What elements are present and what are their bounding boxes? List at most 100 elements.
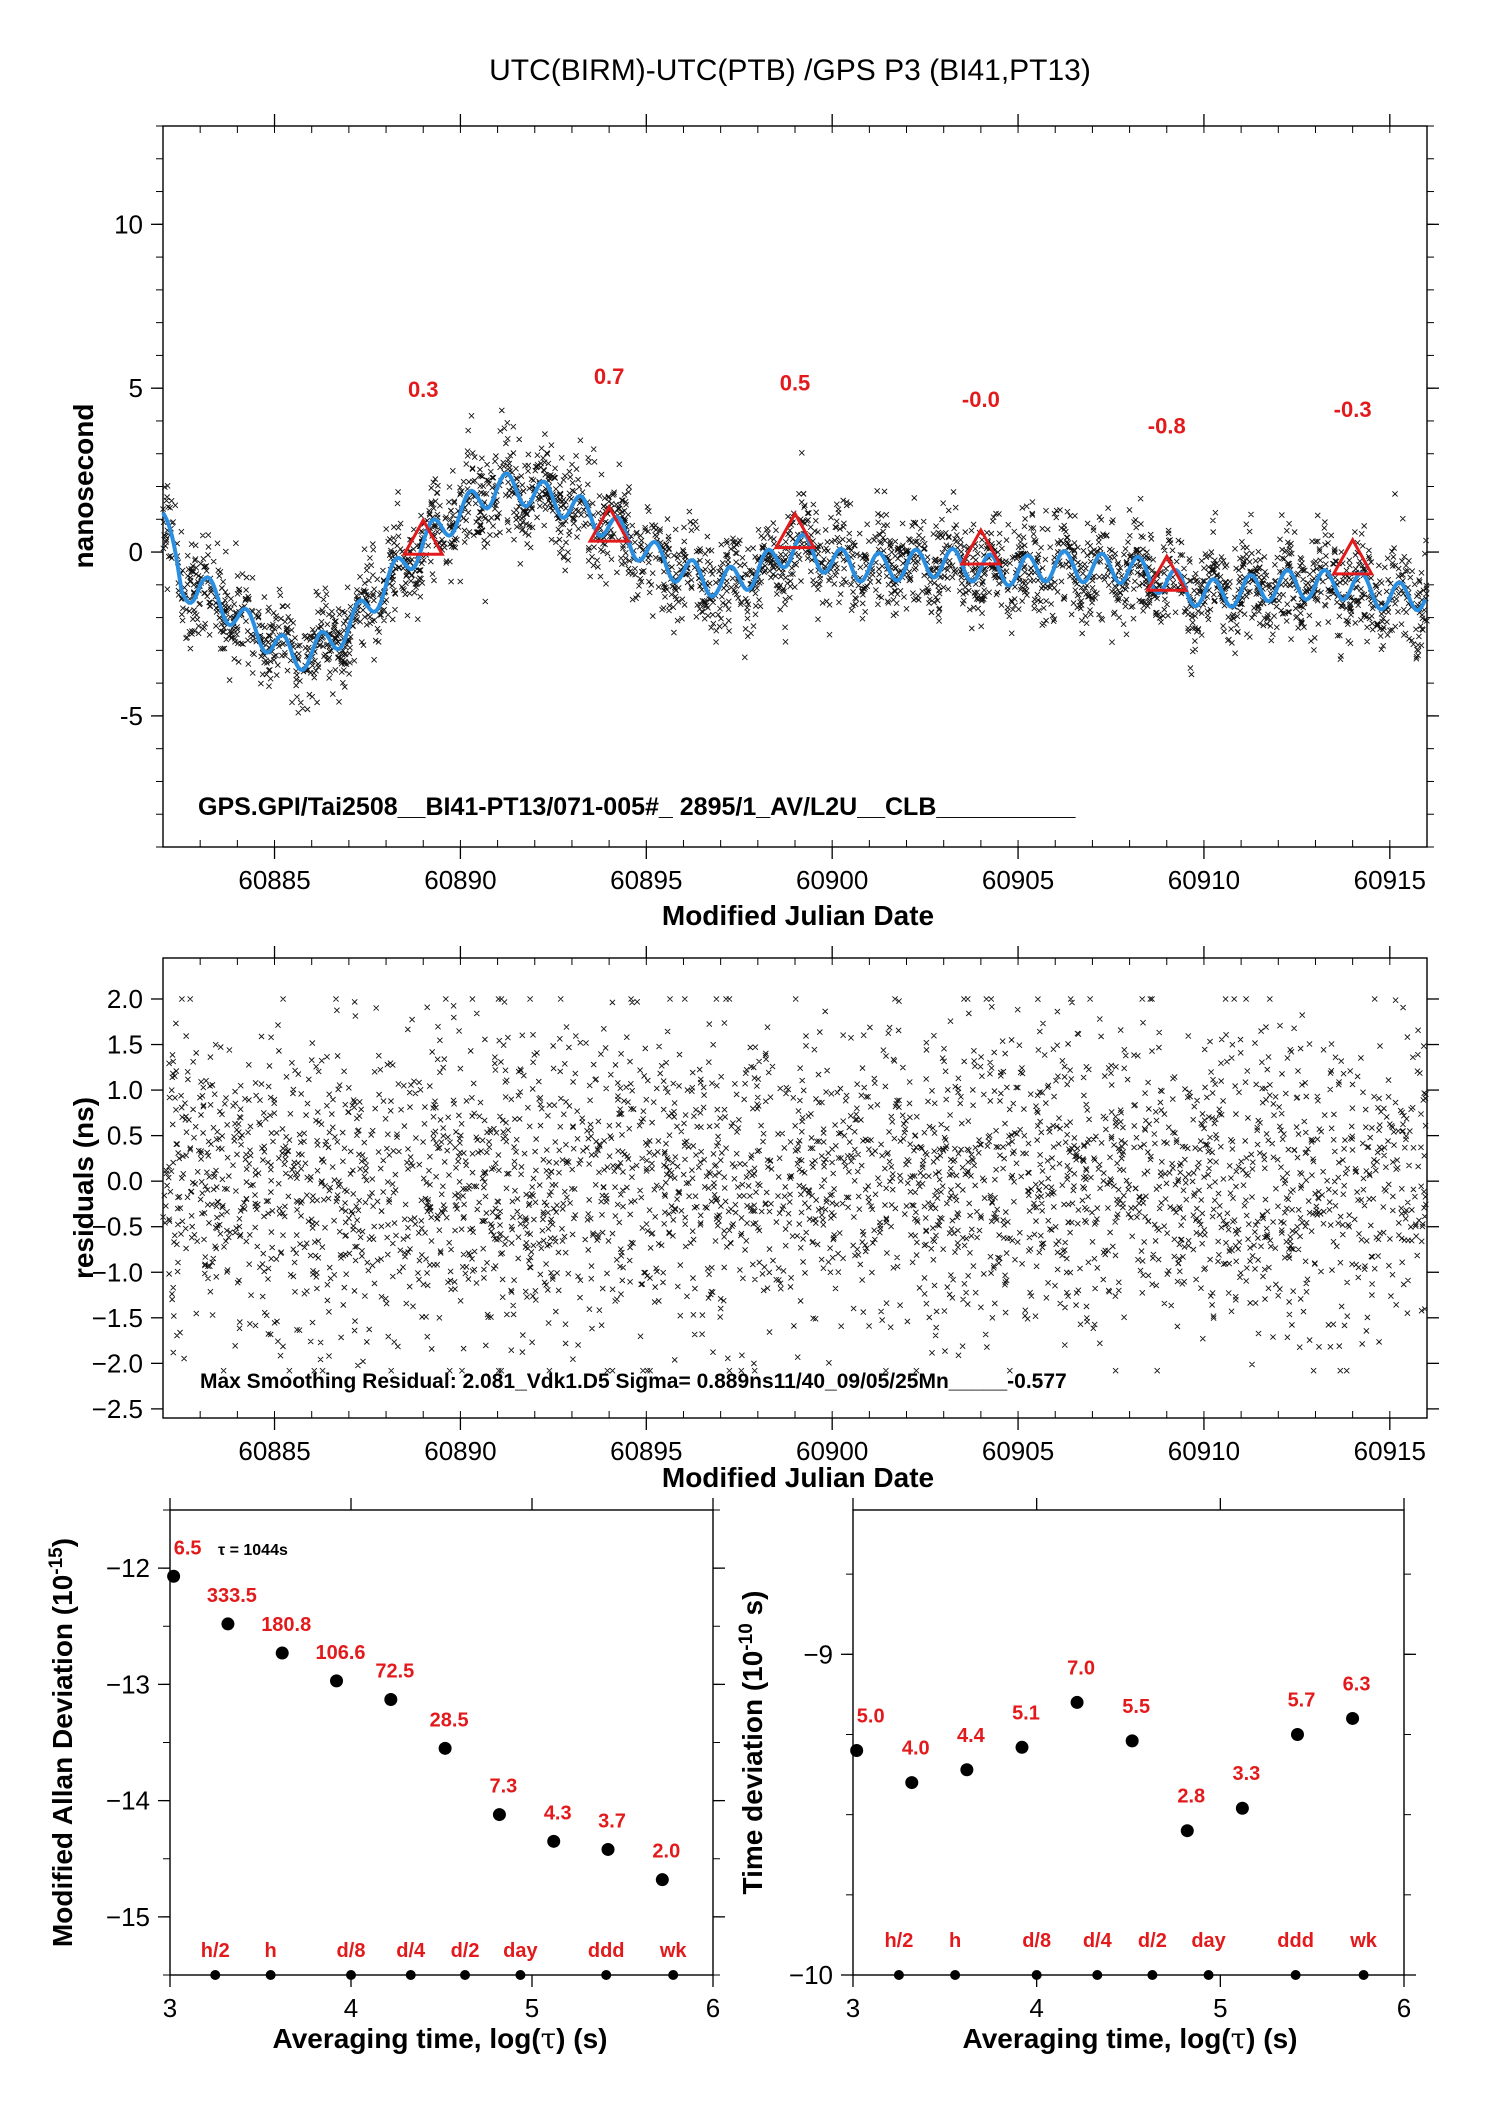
x-tick-label: 60885 <box>238 865 310 895</box>
offset-y-axis-label: nanosecond <box>68 404 99 569</box>
deviation-point <box>1015 1740 1029 1754</box>
deviation-point <box>384 1692 398 1706</box>
y-tick-label: −1.5 <box>92 1303 143 1333</box>
interval-marker <box>668 1970 679 1980</box>
mod-allan-y-axis-label: Modified Allan Deviation (10-15) <box>46 1538 79 1947</box>
interval-marker-label: d/4 <box>396 1940 426 1962</box>
x-tick-label: 5 <box>525 1993 539 2023</box>
triangle-marker <box>773 510 817 550</box>
residuals-info-text: Max Smoothing Residual: 2.081_Vdk1.D5 Si… <box>200 1370 1067 1393</box>
y-tick-label: -5 <box>120 701 143 731</box>
scatter-points <box>160 996 1429 1374</box>
y-tick-label: 0 <box>129 537 143 567</box>
deviation-point <box>547 1834 561 1848</box>
deviation-point <box>1180 1824 1194 1838</box>
offset-x-axis-label: Modified Julian Date <box>662 900 934 931</box>
y-tick-label: −1.0 <box>92 1257 143 1287</box>
deviation-point-label: 5.7 <box>1288 1689 1316 1711</box>
deviation-point <box>438 1741 452 1755</box>
deviation-point <box>905 1776 919 1790</box>
interval-marker <box>460 1970 471 1980</box>
interval-marker-label: h <box>949 1930 961 1952</box>
deviation-point-label: 4.0 <box>902 1738 930 1760</box>
deviation-point-label: 4.4 <box>957 1725 986 1747</box>
x-tick-label: 60895 <box>610 865 682 895</box>
triangle-marker <box>959 526 1003 566</box>
interval-marker <box>346 1970 356 1980</box>
figure-title: UTC(BIRM)-UTC(PTB) /GPS P3 (BI41,PT13) <box>489 54 1091 87</box>
interval-marker-label: ddd <box>588 1940 625 1962</box>
y-tick-label: −12 <box>106 1553 150 1583</box>
deviation-point-label: 3.7 <box>598 1810 626 1832</box>
deviation-point-label: 7.3 <box>490 1776 518 1798</box>
deviation-point-label: 28.5 <box>430 1709 469 1731</box>
time-deviation-x-axis-label: Averaging time, log(τ) (s) <box>963 2022 1298 2055</box>
x-tick-label: 4 <box>1029 1993 1043 2023</box>
triangle-value-label: -0.3 <box>1334 397 1372 422</box>
deviation-point-label: 5.1 <box>1012 1702 1040 1724</box>
interval-marker <box>1203 1970 1214 1980</box>
deviation-point-label: 5.0 <box>857 1706 885 1728</box>
deviation-point <box>960 1763 974 1777</box>
interval-marker-label: day <box>1191 1930 1226 1952</box>
y-tick-label: 10 <box>114 209 143 239</box>
y-tick-label: −10 <box>789 1960 833 1990</box>
x-tick-label: 60900 <box>796 865 868 895</box>
interval-marker <box>601 1970 612 1980</box>
x-tick-label: 60895 <box>610 1436 682 1466</box>
panel-offset: nanosecond Modified Julian Date GPS.GPI/… <box>68 114 1439 931</box>
y-tick-label: 0.5 <box>107 1121 143 1151</box>
y-tick-label: −2.0 <box>92 1348 143 1378</box>
offset-plot-area: 60885 60890 60895 60900 60905 60910 60915 -5 0 5 1… <box>114 114 1439 895</box>
x-tick-label: 6 <box>1397 1993 1411 2023</box>
triangle-marker <box>1331 536 1375 576</box>
deviation-point <box>221 1617 235 1631</box>
deviation-point <box>1235 1801 1249 1815</box>
triangle-value-label: -0.0 <box>962 387 1000 412</box>
triangle-marker <box>401 517 445 556</box>
x-tick-label: 60910 <box>1168 865 1240 895</box>
triangle-marker <box>587 504 631 543</box>
panel-time-deviation: Time deviation (10-10 s) Averaging time,… <box>736 1498 1416 2055</box>
interval-marker-label: h/2 <box>884 1930 913 1952</box>
y-tick-label: 1.5 <box>107 1030 143 1060</box>
deviation-point <box>275 1646 289 1660</box>
tau-note: τ = 1044s <box>218 1542 288 1559</box>
interval-marker-label: day <box>503 1940 538 1962</box>
deviation-point <box>167 1569 181 1583</box>
panel-residuals: residuals (ns) Modified Julian Date Max … <box>68 946 1439 1493</box>
residuals-y-axis-label: residuals (ns) <box>68 1097 99 1279</box>
x-tick-label: 60905 <box>982 865 1054 895</box>
deviation-point-label: 7.0 <box>1067 1657 1095 1679</box>
interval-marker-label: h <box>265 1940 277 1962</box>
deviation-point <box>1125 1734 1139 1748</box>
y-tick-label: −9 <box>803 1639 833 1669</box>
x-tick-label: 60900 <box>796 1436 868 1466</box>
interval-marker <box>1092 1970 1103 1980</box>
interval-marker-label: ddd <box>1277 1930 1314 1952</box>
residuals-plot-area: 60885 60890 60895 60900 60905 60910 60915 −2.5 −… <box>92 946 1439 1466</box>
deviation-point-label: 3.3 <box>1232 1763 1260 1785</box>
deviation-point-label: 2.8 <box>1177 1786 1205 1808</box>
deviation-point-label: 6.5 <box>174 1537 202 1559</box>
panel-mod-allan: Modified Allan Deviation (10-15) Averagi… <box>46 1498 725 2055</box>
deviation-point <box>601 1842 615 1856</box>
interval-marker <box>515 1970 526 1980</box>
interval-marker-label: d/8 <box>1022 1930 1051 1952</box>
interval-marker-label: d/2 <box>451 1940 480 1962</box>
y-tick-label: 0.0 <box>107 1166 143 1196</box>
x-tick-label: 3 <box>846 1993 860 2023</box>
interval-marker <box>950 1970 961 1980</box>
x-tick-label: 4 <box>344 1993 358 2023</box>
deviation-point <box>1346 1711 1360 1725</box>
triangle-value-label: 0.5 <box>780 371 811 396</box>
y-tick-label: −0.5 <box>92 1212 143 1242</box>
interval-marker-label: wk <box>1349 1930 1378 1952</box>
interval-marker <box>265 1970 276 1980</box>
interval-marker-label: d/4 <box>1083 1930 1113 1952</box>
interval-marker-label: h/2 <box>201 1940 230 1962</box>
triangle-value-label: 0.3 <box>408 377 439 402</box>
scatter-points <box>160 407 1430 716</box>
x-tick-label: 5 <box>1213 1993 1227 2023</box>
